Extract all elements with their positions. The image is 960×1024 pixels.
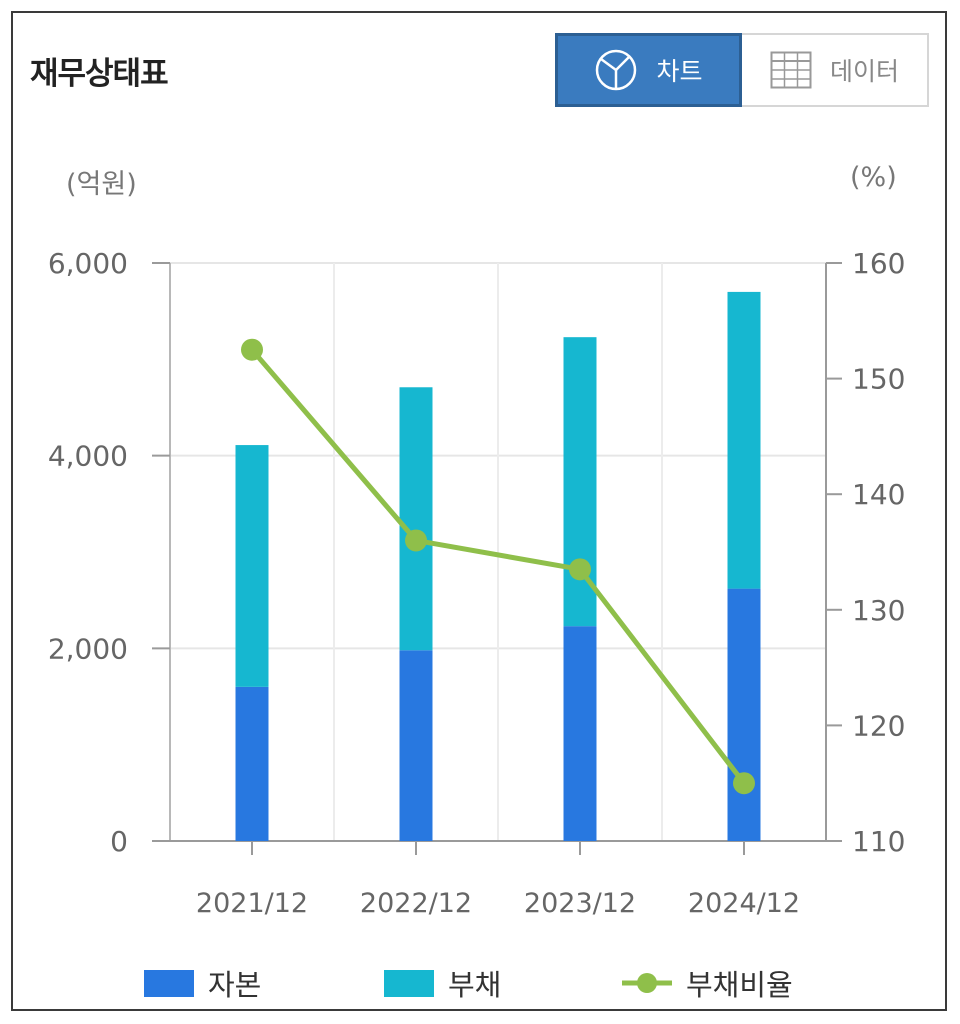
debt-ratio-point-3 xyxy=(733,772,755,795)
y-left-tick-label-3: 6,000 xyxy=(48,247,128,280)
left-axis-unit: (억원) xyxy=(66,169,137,200)
legend-item-liabilities[interactable]: 부채 xyxy=(384,962,501,1004)
bar-liabilities-0 xyxy=(235,445,269,687)
bar-equity-1 xyxy=(399,650,433,841)
bar-liabilities-1 xyxy=(399,387,433,651)
legend-item-debt-ratio[interactable]: 부채비율 xyxy=(622,962,793,1004)
debt-ratio-point-0 xyxy=(241,338,263,361)
tab-data-label: 데이터 xyxy=(829,57,899,86)
x-tick-label-2: 2023/12 xyxy=(524,888,636,919)
x-tick-label-3: 2024/12 xyxy=(688,888,800,919)
x-tick-label-0: 2021/12 xyxy=(196,888,308,919)
chart-legend: 자본 부채 부채비율 xyxy=(0,962,960,1010)
view-toggle: 차트 데이터 xyxy=(555,33,929,107)
legend-label-debt-ratio: 부채비율 xyxy=(686,968,793,1002)
legend-label-liabilities: 부채 xyxy=(448,968,502,1002)
y-right-tick-label-0: 110 xyxy=(852,825,905,858)
y-right-tick-label-3: 140 xyxy=(852,478,905,511)
debt-ratio-point-2 xyxy=(569,558,591,581)
bar-equity-3 xyxy=(727,588,761,841)
tab-chart[interactable]: 차트 xyxy=(555,33,742,107)
table-grid-icon xyxy=(770,51,812,89)
legend-swatch-debt-ratio xyxy=(622,973,672,993)
legend-swatch-liabilities xyxy=(384,969,434,997)
pie-chart-icon xyxy=(594,48,638,92)
y-left-tick-label-0: 0 xyxy=(110,825,128,858)
y-right-tick-label-2: 130 xyxy=(852,594,905,627)
debt-ratio-point-1 xyxy=(405,529,427,552)
chart-card xyxy=(11,11,947,1011)
legend-item-equity[interactable]: 자본 xyxy=(144,962,261,1004)
legend-label-equity: 자본 xyxy=(208,968,262,1002)
x-tick-label-1: 2022/12 xyxy=(360,888,472,919)
y-left-tick-label-1: 2,000 xyxy=(48,632,128,665)
debt-ratio-line xyxy=(250,348,746,785)
y-left-tick-label-2: 4,000 xyxy=(48,440,128,473)
tab-data[interactable]: 데이터 xyxy=(742,33,929,107)
bar-equity-0 xyxy=(235,686,269,841)
legend-swatch-equity xyxy=(144,969,194,997)
y-right-tick-label-4: 150 xyxy=(852,363,905,396)
tab-chart-label: 차트 xyxy=(656,57,703,86)
bar-equity-2 xyxy=(563,626,597,841)
right-axis-unit: (%) xyxy=(850,162,897,193)
y-right-tick-label-1: 120 xyxy=(852,709,905,742)
page-title: 재무상태표 xyxy=(30,56,169,92)
bar-liabilities-3 xyxy=(727,291,761,589)
y-right-tick-label-5: 160 xyxy=(852,247,905,280)
